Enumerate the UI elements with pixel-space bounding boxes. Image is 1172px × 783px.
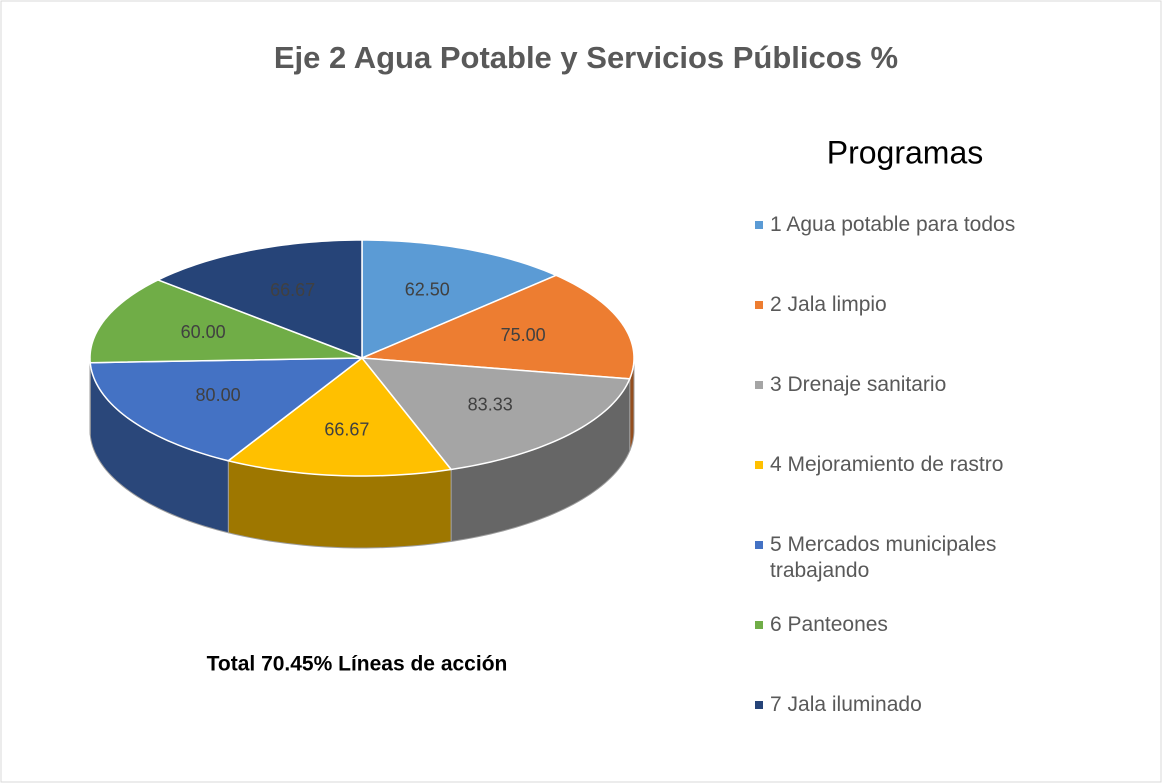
legend-item: 2 Jala limpio	[755, 292, 1155, 372]
legend-title: Programas	[827, 134, 984, 170]
chart-title: Eje 2 Agua Potable y Servicios Públicos …	[274, 40, 898, 75]
legend-swatch	[755, 221, 763, 229]
legend-swatch	[755, 621, 763, 629]
legend-swatch	[755, 701, 763, 709]
legend: 1 Agua potable para todos 2 Jala limpio 3 …	[755, 212, 1155, 772]
legend-item: 3 Drenaje sanitario	[755, 372, 1155, 452]
legend-label: 7 Jala iluminado	[770, 693, 922, 716]
legend-label: 2 Jala limpio	[770, 293, 887, 316]
annotation: Total 70.45% Líneas de acción	[207, 653, 508, 676]
pie-sides	[89, 357, 635, 549]
legend-swatch	[755, 301, 763, 309]
legend-item: 7 Jala iluminado	[755, 692, 1155, 772]
pie-slice	[361, 239, 559, 360]
legend-item: 6 Panteones	[755, 612, 1155, 692]
pie-tops: 62.50 75.00 83.33 66.67 80.00 60.00 66.67	[89, 239, 635, 477]
data-label: 80.00	[196, 385, 241, 405]
legend-swatch	[755, 381, 763, 389]
data-label: 62.50	[405, 279, 450, 299]
pie-slice	[89, 279, 363, 364]
pie-slice	[156, 239, 363, 360]
legend-label: 3 Drenaje sanitario	[770, 373, 947, 396]
legend-item: 4 Mejoramiento de rastro	[755, 452, 1155, 532]
data-label: 66.67	[324, 420, 369, 440]
data-label: 83.33	[468, 394, 513, 414]
legend-item: 5 Mercados municipales trabajando	[755, 532, 1155, 612]
legend-label: 1 Agua potable para todos	[770, 213, 1016, 236]
legend-swatch	[755, 461, 763, 469]
data-label: 60.00	[181, 322, 226, 342]
data-label: 75.00	[501, 325, 546, 345]
pie-slice	[361, 274, 635, 380]
legend-label: 6 Panteones	[770, 613, 888, 636]
pie-slice	[226, 356, 453, 477]
legend-item: 1 Agua potable para todos	[755, 212, 1155, 292]
pie-slice	[89, 357, 365, 462]
legend-label: 5 Mercados municipales trabajando	[770, 533, 997, 582]
legend-label: 4 Mejoramiento de rastro	[770, 453, 1004, 476]
data-label: 66.67	[270, 280, 315, 300]
legend-swatch	[755, 541, 763, 549]
